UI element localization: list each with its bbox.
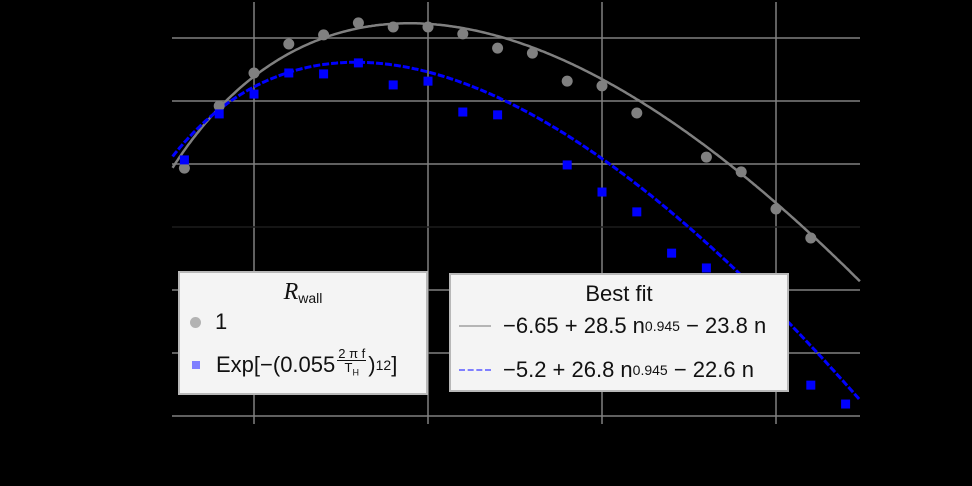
data-point-circle xyxy=(561,75,573,87)
data-point-circle xyxy=(213,100,225,112)
data-point-circle xyxy=(631,107,643,119)
legend-fit-blue: −5.2 + 26.8 n 0.945 − 22.6 n xyxy=(459,357,754,383)
data-point-circle xyxy=(387,21,399,33)
data-point-square xyxy=(388,80,398,90)
data-point-circle xyxy=(700,151,712,163)
data-point-circle xyxy=(596,80,608,92)
data-point-circle xyxy=(457,28,469,40)
square-marker-icon xyxy=(192,361,200,370)
data-point-circle xyxy=(770,203,782,215)
legend-rwall-title: Rwall xyxy=(283,279,323,306)
data-point-circle xyxy=(805,232,817,244)
data-point-circle xyxy=(178,162,190,174)
data-point-square xyxy=(214,109,224,119)
legend-rwall: Rwall 1 Exp[−(0.055 2 π f TH ) 12] xyxy=(178,271,428,395)
data-points xyxy=(178,17,851,409)
data-point-square xyxy=(458,107,468,117)
legend-best-fit: Best fit −6.65 + 28.5 n 0.945 − 23.8 n −5… xyxy=(449,273,789,392)
data-point-square xyxy=(353,58,363,68)
data-point-circle xyxy=(352,17,364,29)
data-point-square xyxy=(632,207,642,217)
data-point-square xyxy=(284,68,294,78)
data-point-square xyxy=(493,110,503,120)
data-point-square xyxy=(806,380,816,390)
data-point-square xyxy=(179,155,189,165)
data-point-circle xyxy=(492,42,504,54)
data-point-square xyxy=(841,399,851,409)
legend-entry-1: 1 xyxy=(188,309,227,335)
data-point-square xyxy=(423,76,433,86)
data-point-square xyxy=(597,187,607,197)
data-point-circle xyxy=(283,38,295,50)
data-point-circle xyxy=(422,21,434,33)
legend-entry-exp: Exp[−(0.055 2 π f TH ) 12] xyxy=(188,346,397,382)
fraction: 2 π f TH xyxy=(337,346,367,378)
data-point-circle xyxy=(735,166,747,178)
data-point-square xyxy=(249,89,259,99)
dashed-line-icon xyxy=(459,369,491,371)
legend-fit-gray: −6.65 + 28.5 n 0.945 − 23.8 n xyxy=(459,313,766,339)
fit-curve xyxy=(171,22,861,283)
circle-marker-icon xyxy=(190,316,201,328)
data-point-square xyxy=(667,248,677,258)
data-point-square xyxy=(319,69,329,79)
solid-line-icon xyxy=(459,325,491,327)
data-point-circle xyxy=(248,67,260,79)
data-point-circle xyxy=(526,47,538,59)
legend-best-fit-title: Best fit xyxy=(585,281,653,306)
data-point-square xyxy=(701,263,711,273)
data-point-circle xyxy=(318,29,330,41)
data-point-square xyxy=(562,160,572,170)
